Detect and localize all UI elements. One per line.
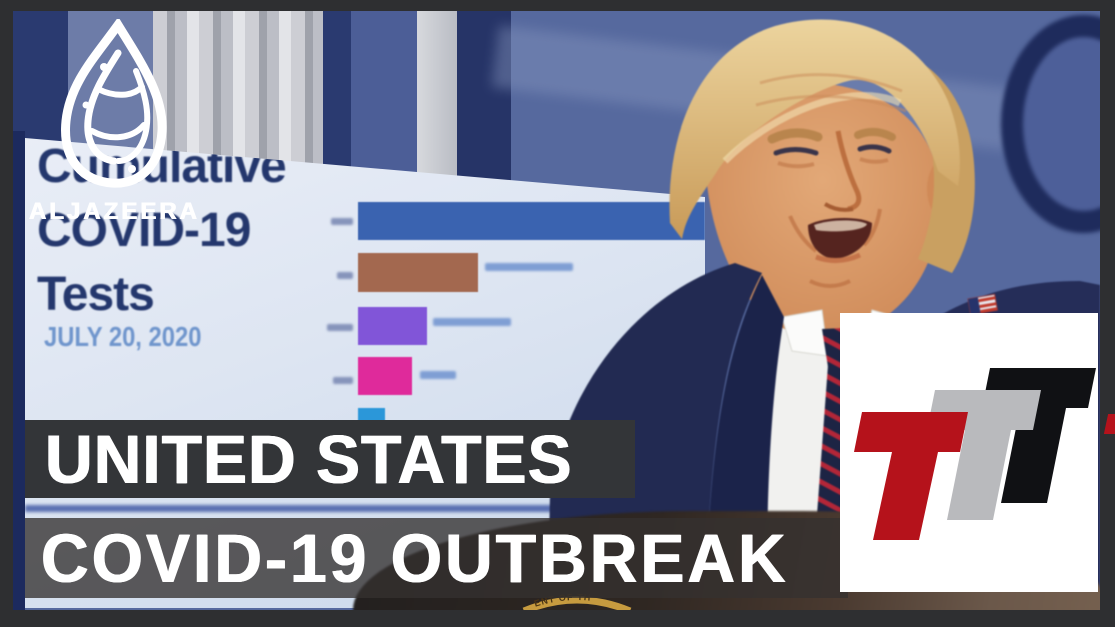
- caption-band-line2: COVID-19 OUTBREAK: [25, 518, 848, 598]
- chart-bar: [358, 357, 412, 395]
- chart-bar: [358, 253, 478, 292]
- speaker-eyebrow: [854, 128, 896, 141]
- aljazeera-flame-icon: [60, 16, 167, 188]
- logo-fragment-edge: [1103, 414, 1115, 434]
- screen-bezel: [13, 131, 25, 610]
- eye-shadow: [859, 157, 889, 164]
- forehead-line: [759, 73, 903, 93]
- flag-pin: [967, 293, 998, 316]
- chart-title-line: COVID-19: [37, 204, 251, 257]
- speaker-hair-highlight: [722, 91, 902, 164]
- speaker-eye: [857, 144, 892, 154]
- caption-line2-text: COVID-19 OUTBREAK: [41, 519, 789, 597]
- chart-bar: [358, 307, 427, 345]
- speaker-nostril: [823, 202, 854, 212]
- chart-date: JULY 20, 2020: [44, 321, 202, 352]
- chart-category-label-blurred: [327, 324, 353, 331]
- speaker-teeth: [814, 220, 867, 232]
- chart-value-label-blurred: [420, 371, 456, 379]
- caption-line1-text: UNITED STATES: [45, 420, 573, 498]
- speaker-hair: [669, 19, 960, 240]
- corner-logo-box: [840, 313, 1098, 592]
- screen-bottom-edge: [25, 505, 561, 512]
- speaker-eye: [773, 147, 819, 156]
- aljazeera-watermark: ALJAZEERA: [29, 16, 201, 226]
- ttt-logo-icon: [854, 368, 1096, 540]
- smile-fold: [788, 215, 818, 253]
- chart-category-label-blurred: [331, 218, 353, 225]
- eye-shadow: [777, 161, 815, 169]
- caption-band-line1: UNITED STATES: [25, 420, 635, 498]
- chart-title-line: Tests: [37, 268, 155, 321]
- aljazeera-wordmark: ALJAZEERA: [29, 198, 201, 225]
- forehead-line: [755, 94, 907, 113]
- chart-category-label-blurred: [337, 272, 353, 279]
- speaker-eyebrow: [767, 128, 823, 144]
- speaker-nose: [835, 130, 862, 212]
- chart-value-label-blurred: [485, 263, 573, 271]
- video-frame[interactable]: Cumulative COVID-19 Tests JULY 20, 2020: [13, 11, 1100, 610]
- chart-value-label-blurred: [433, 318, 511, 326]
- lower-lip: [815, 252, 862, 263]
- chin-crease: [809, 279, 851, 288]
- chart-bar: [358, 202, 705, 240]
- logo-t-front: [854, 412, 968, 540]
- smile-fold: [862, 208, 882, 247]
- speaker-hair-back: [880, 45, 975, 273]
- chart-category-label-blurred: [333, 377, 353, 384]
